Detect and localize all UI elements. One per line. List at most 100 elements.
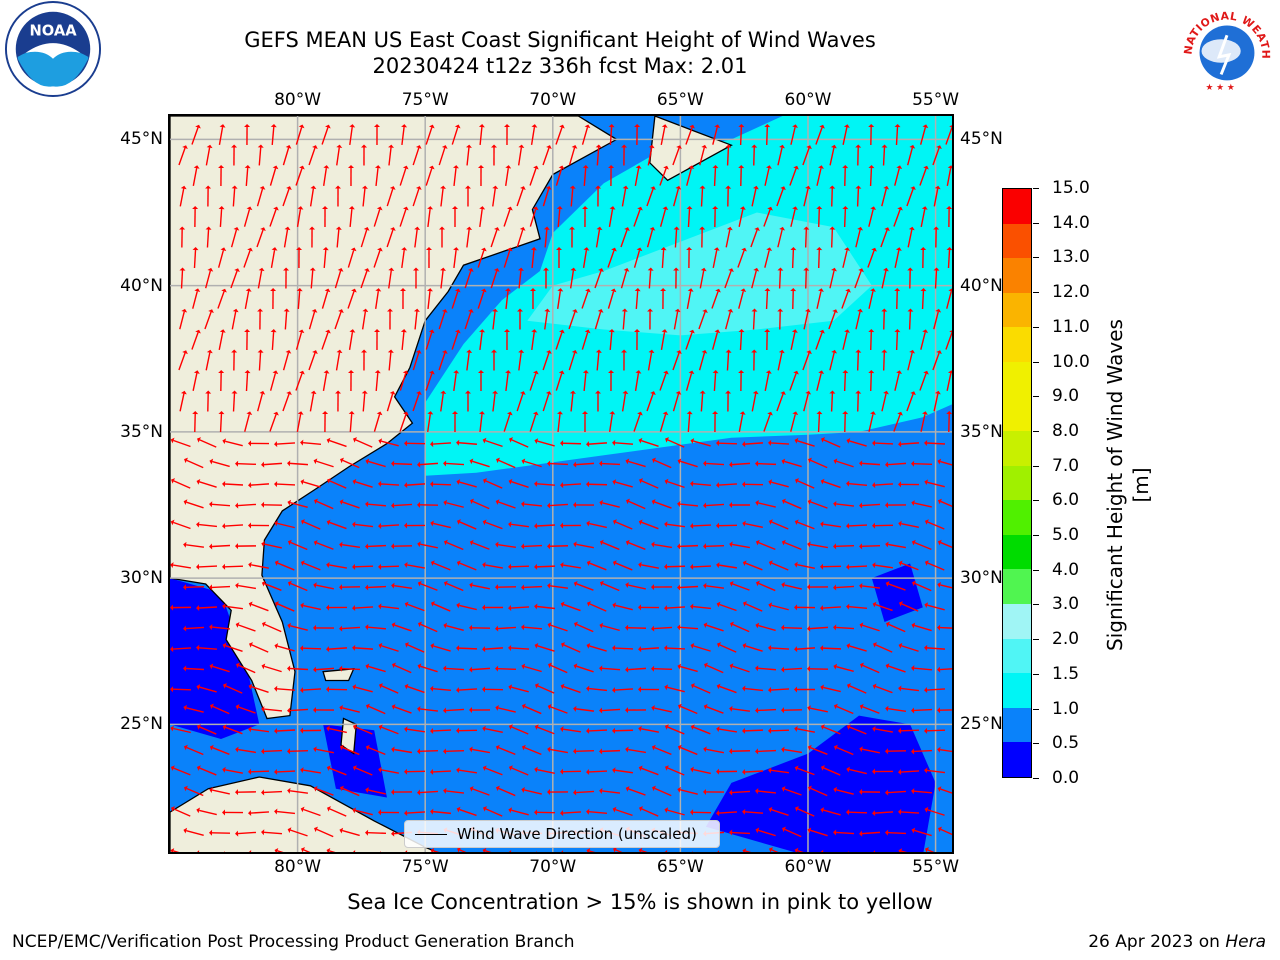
wave-direction-arrowhead	[389, 391, 396, 395]
wave-direction-arrow	[550, 624, 568, 632]
wave-direction-arrowhead	[205, 390, 212, 394]
wave-direction-arrowhead	[300, 439, 304, 446]
wave-direction-arrow	[505, 290, 509, 310]
wave-direction-arrow	[883, 311, 885, 330]
wave-direction-arrow	[302, 441, 322, 446]
wave-direction-arrow	[524, 705, 542, 715]
wave-direction-arrowhead	[803, 226, 810, 230]
wave-direction-arrowhead	[793, 370, 799, 375]
lon-label-bottom: 55°W	[912, 857, 960, 877]
wave-direction-arrowhead	[690, 724, 695, 730]
wave-direction-arrow	[609, 126, 613, 146]
wave-direction-arrow	[766, 126, 768, 146]
wave-direction-arrow	[842, 250, 848, 268]
wave-direction-arrowhead	[535, 683, 539, 689]
wave-direction-arrow	[764, 250, 770, 268]
wave-direction-arrowhead	[183, 541, 187, 548]
wave-direction-arrowhead	[647, 308, 654, 312]
wave-direction-arrowhead	[768, 519, 773, 525]
wave-direction-arrow	[362, 393, 366, 412]
wave-direction-arrowhead	[911, 580, 916, 587]
wave-direction-arrow	[731, 790, 751, 794]
colorbar-tick	[1033, 361, 1039, 363]
wave-direction-arrow	[373, 209, 381, 227]
wave-direction-arrow	[634, 168, 640, 186]
colorbar-tick-label: 1.0	[1052, 698, 1080, 719]
wave-direction-arrow	[511, 726, 529, 735]
wave-direction-arrowhead	[235, 789, 239, 796]
wave-direction-arrowhead	[469, 666, 473, 673]
footer-date-text: 26 Apr 2023 on	[1088, 932, 1226, 952]
wave-direction-arrowhead	[622, 185, 629, 190]
wave-direction-arrowhead	[547, 543, 551, 550]
wave-direction-arrow	[869, 167, 873, 187]
wave-direction-arrowhead	[336, 144, 343, 149]
wave-direction-arrow	[557, 208, 561, 228]
wave-direction-arrowhead	[440, 185, 447, 189]
wave-direction-arrow	[316, 788, 334, 796]
wave-direction-arrowhead	[352, 521, 356, 528]
wave-direction-arrowhead	[625, 624, 629, 631]
wave-direction-arrowhead	[872, 726, 876, 732]
wave-direction-arrowhead	[754, 227, 760, 232]
wave-direction-arrowhead	[652, 457, 656, 464]
wave-direction-arrow	[433, 603, 451, 612]
wave-direction-arrowhead	[246, 411, 253, 416]
wave-direction-arrow	[843, 208, 847, 228]
wave-direction-arrow	[628, 748, 646, 754]
wave-direction-arrowhead	[310, 185, 317, 190]
wave-direction-arrowhead	[350, 247, 357, 252]
wave-direction-arrowhead	[816, 247, 823, 251]
wave-direction-arrowhead	[209, 829, 213, 836]
wave-direction-arrowhead	[326, 519, 331, 526]
wave-direction-arrow	[295, 127, 303, 145]
wave-direction-arrow	[901, 523, 919, 528]
wave-direction-arrowhead	[743, 601, 747, 607]
colorbar-tick	[1033, 465, 1039, 467]
wave-direction-arrow	[836, 705, 854, 715]
wave-direction-arrow	[485, 564, 503, 569]
wave-direction-arrowhead	[453, 165, 459, 169]
wave-direction-arrowhead	[405, 850, 408, 852]
wave-direction-arrowhead	[909, 349, 916, 354]
wave-direction-arrowhead	[416, 391, 422, 395]
wave-direction-arrowhead	[414, 226, 421, 230]
wave-direction-arrow	[770, 769, 790, 774]
legend-label: Wind Wave Direction (unscaled)	[457, 825, 697, 843]
wave-direction-arrow	[375, 372, 379, 392]
wave-direction-arrow	[349, 208, 353, 228]
wave-direction-arrow	[926, 729, 946, 732]
wave-direction-arrow	[414, 229, 418, 248]
wave-direction-arrow	[805, 270, 807, 289]
wave-direction-arrowhead	[183, 665, 187, 672]
land-andros	[340, 717, 357, 755]
wave-direction-arrowhead	[597, 309, 604, 313]
wave-direction-arrow	[680, 705, 698, 715]
wave-direction-arrowhead	[180, 390, 187, 395]
wave-direction-arrowhead	[235, 543, 239, 550]
wave-direction-arrow	[646, 188, 654, 207]
wave-direction-arrowhead	[222, 523, 226, 530]
wave-direction-arrowhead	[713, 247, 720, 251]
wave-direction-arrow	[849, 853, 867, 854]
wave-direction-arrowhead	[625, 786, 630, 792]
wave-direction-arrow	[848, 482, 868, 487]
wave-direction-arrowhead	[388, 267, 395, 272]
wave-direction-arrow	[887, 831, 907, 835]
wave-direction-arrowhead	[855, 390, 862, 394]
wave-direction-arrowhead	[508, 605, 512, 612]
wave-direction-arrowhead	[560, 522, 564, 529]
wave-direction-arrowhead	[309, 226, 316, 230]
wave-direction-arrowhead	[482, 604, 486, 611]
wave-direction-arrowhead	[586, 808, 590, 815]
wave-direction-arrow	[907, 229, 913, 248]
wave-direction-arrow	[211, 626, 231, 630]
wave-direction-arrowhead	[638, 561, 642, 568]
wave-direction-arrow	[635, 290, 639, 310]
wave-direction-arrowhead	[378, 563, 382, 570]
wave-direction-arrowhead	[638, 519, 643, 526]
wave-direction-arrow	[570, 188, 574, 207]
wave-direction-arrowhead	[287, 665, 291, 672]
wave-direction-arrow	[178, 352, 186, 371]
wave-direction-arrowhead	[612, 602, 616, 609]
